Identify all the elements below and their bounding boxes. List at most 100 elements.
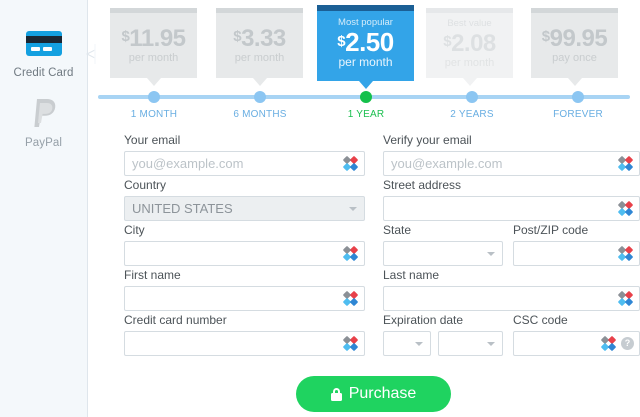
slider-label-1-month[interactable]: 1 MONTH [130, 109, 178, 120]
dashlane-autofill-icon[interactable] [342, 290, 359, 307]
first-name-input-wrap[interactable] [124, 286, 365, 311]
field-label: First name [124, 268, 181, 282]
field-state: State [383, 223, 503, 266]
plan-period: pay once [552, 52, 597, 64]
csc-help-icon[interactable]: ? [621, 337, 634, 350]
plan-price-value: 2.50 [345, 27, 394, 57]
slider-label-6-months[interactable]: 6 MONTHS [233, 109, 287, 120]
zip-input[interactable] [514, 242, 639, 265]
field-label: Expiration date [383, 313, 464, 327]
plan-price: $11.95 [110, 24, 197, 52]
plan-card-list: $11.95 per month $3.33 per month Most po… [88, 5, 640, 90]
field-zip: Post/ZIP code [513, 223, 640, 266]
form-row-email: Your email Verify your email [124, 133, 640, 178]
credit-card-icon [0, 26, 87, 60]
dashlane-autofill-icon[interactable] [342, 335, 359, 352]
plan-card-topbar [216, 8, 303, 13]
zip-input-wrap[interactable] [513, 241, 640, 266]
last-name-input-wrap[interactable] [383, 286, 640, 311]
sidebar-collapse-chevron-icon[interactable] [80, 44, 96, 64]
expiration-month-select[interactable] [383, 331, 431, 356]
country-selected-value: UNITED STATES [132, 201, 233, 216]
plan-price-value: 99.95 [549, 25, 608, 52]
form-row-country-street: Country UNITED STATES Street address [124, 178, 640, 223]
dashlane-autofill-icon[interactable] [617, 245, 634, 262]
dashlane-autofill-icon[interactable] [617, 290, 634, 307]
slider-label-1-year[interactable]: 1 YEAR [347, 109, 385, 120]
field-label: CSC code [513, 313, 568, 327]
plan-badge: Best value [447, 18, 492, 29]
plan-card-6-months[interactable]: $3.33 per month [216, 8, 303, 86]
plan-period: per month [234, 52, 285, 64]
plan-price: $99.95 [531, 24, 618, 52]
plan-period: per month [444, 57, 495, 69]
field-label: Credit card number [124, 313, 227, 327]
payment-method-credit-card[interactable]: Credit Card [0, 26, 87, 79]
email-input-wrap[interactable] [124, 151, 365, 176]
field-label: Street address [383, 178, 462, 192]
city-input-wrap[interactable] [124, 241, 365, 266]
dashlane-autofill-icon[interactable] [342, 155, 359, 172]
currency-symbol: $ [121, 28, 130, 45]
dashlane-autofill-icon[interactable] [617, 155, 634, 172]
verify-email-input-wrap[interactable] [383, 151, 640, 176]
expiration-year-select[interactable] [438, 331, 503, 356]
verify-email-input[interactable] [384, 152, 639, 175]
chevron-down-icon [487, 252, 495, 256]
plan-card-forever[interactable]: $99.95 pay once [531, 8, 618, 86]
plan-card-topbar [426, 8, 513, 13]
plan-period: per month [128, 52, 179, 64]
street-address-input[interactable] [384, 197, 639, 220]
plan-card-1-year[interactable]: Most popular $2.50 per month [317, 5, 414, 89]
street-input-wrap[interactable] [383, 196, 640, 221]
slider-knob-1-year[interactable] [360, 91, 372, 103]
billing-form: Your email Verify your email Country UNI… [124, 133, 640, 358]
field-city: City [124, 223, 365, 266]
plan-card-2-years[interactable]: Best value $2.08 per month [426, 8, 513, 86]
purchase-button-label: Purchase [348, 385, 417, 402]
currency-symbol: $ [337, 33, 346, 50]
slider-label-forever[interactable]: FOREVER [553, 109, 603, 120]
card-number-input-wrap[interactable] [124, 331, 365, 356]
payment-method-paypal[interactable]: PayPal [0, 96, 87, 149]
form-row-city-state-zip: City State Post/ZIP code [124, 223, 640, 268]
slider-knob-6-months[interactable] [254, 91, 266, 103]
plan-period: per month [338, 55, 393, 69]
state-select[interactable] [383, 241, 503, 266]
dashlane-autofill-icon[interactable] [617, 200, 634, 217]
last-name-input[interactable] [384, 287, 639, 310]
plan-card-pointer [567, 78, 582, 86]
lock-icon [330, 387, 342, 401]
first-name-input[interactable] [125, 287, 364, 310]
dashlane-autofill-icon[interactable] [600, 335, 617, 352]
slider-knob-forever[interactable] [572, 91, 584, 103]
field-expiration-date: Expiration date [383, 313, 503, 356]
currency-symbol: $ [443, 33, 452, 50]
field-last-name: Last name [383, 268, 640, 311]
plan-card-pointer [358, 81, 373, 89]
chevron-down-icon [415, 342, 423, 346]
dashlane-autofill-icon[interactable] [342, 245, 359, 262]
field-email: Your email [124, 133, 365, 176]
plan-term-slider[interactable]: 1 MONTH 6 MONTHS 1 YEAR 2 YEARS FOREVER [88, 91, 640, 125]
csc-input-wrap[interactable]: ? [513, 331, 640, 356]
currency-symbol: $ [541, 28, 550, 45]
form-row-card: Credit card number Expiration date [124, 313, 640, 358]
plan-card-topbar [317, 5, 414, 11]
plan-card-1-month[interactable]: $11.95 per month [110, 8, 197, 86]
slider-knob-2-years[interactable] [466, 91, 478, 103]
credit-card-number-input[interactable] [125, 332, 364, 355]
city-input[interactable] [125, 242, 364, 265]
field-credit-card-number: Credit card number [124, 313, 365, 356]
plan-price-value: 3.33 [241, 25, 286, 52]
field-csc-code: CSC code ? [513, 313, 640, 356]
email-input[interactable] [125, 152, 364, 175]
chevron-down-icon [487, 342, 495, 346]
purchase-button[interactable]: Purchase [296, 376, 451, 412]
slider-knob-1-month[interactable] [148, 91, 160, 103]
checkout-main-panel: $11.95 per month $3.33 per month Most po… [88, 0, 640, 417]
slider-label-2-years[interactable]: 2 YEARS [450, 109, 494, 120]
plan-price: $3.33 [216, 24, 303, 52]
country-select[interactable]: UNITED STATES [124, 196, 365, 221]
plan-card-pointer [252, 78, 267, 86]
